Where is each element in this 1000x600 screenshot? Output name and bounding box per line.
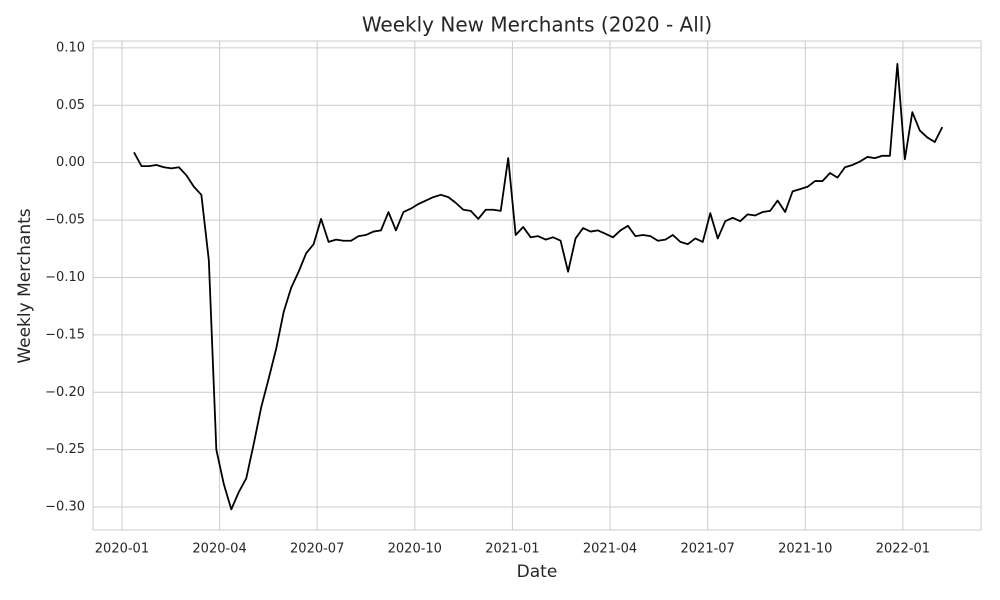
x-tick-label: 2020-07 bbox=[290, 542, 344, 557]
x-tick-label: 2020-10 bbox=[388, 542, 442, 557]
x-tick-label: 2021-04 bbox=[583, 542, 637, 557]
y-tick-label: −0.30 bbox=[45, 500, 85, 515]
y-tick-label: −0.05 bbox=[45, 213, 85, 228]
x-tick-label: 2021-07 bbox=[681, 542, 735, 557]
plot-area bbox=[92, 40, 982, 531]
y-tick-label: 0.00 bbox=[56, 155, 85, 170]
x-axis-label: Date bbox=[517, 562, 558, 582]
y-tick-label: −0.20 bbox=[45, 385, 85, 400]
y-tick-label: 0.05 bbox=[56, 98, 85, 113]
x-tick-label: 2020-01 bbox=[95, 542, 149, 557]
chart-title: Weekly New Merchants (2020 - All) bbox=[362, 13, 712, 37]
y-tick-label: −0.15 bbox=[45, 327, 85, 342]
y-tick-label: 0.10 bbox=[56, 40, 85, 55]
x-tick-label: 2020-04 bbox=[192, 542, 246, 557]
y-tick-label: −0.10 bbox=[45, 270, 85, 285]
y-axis-label: Weekly Merchants bbox=[15, 208, 35, 363]
x-tick-label: 2021-01 bbox=[485, 542, 539, 557]
x-tick-label: 2022-01 bbox=[876, 542, 930, 557]
x-tick-label: 2021-10 bbox=[778, 542, 832, 557]
data-line bbox=[133, 63, 944, 511]
y-tick-label: −0.25 bbox=[45, 442, 85, 457]
